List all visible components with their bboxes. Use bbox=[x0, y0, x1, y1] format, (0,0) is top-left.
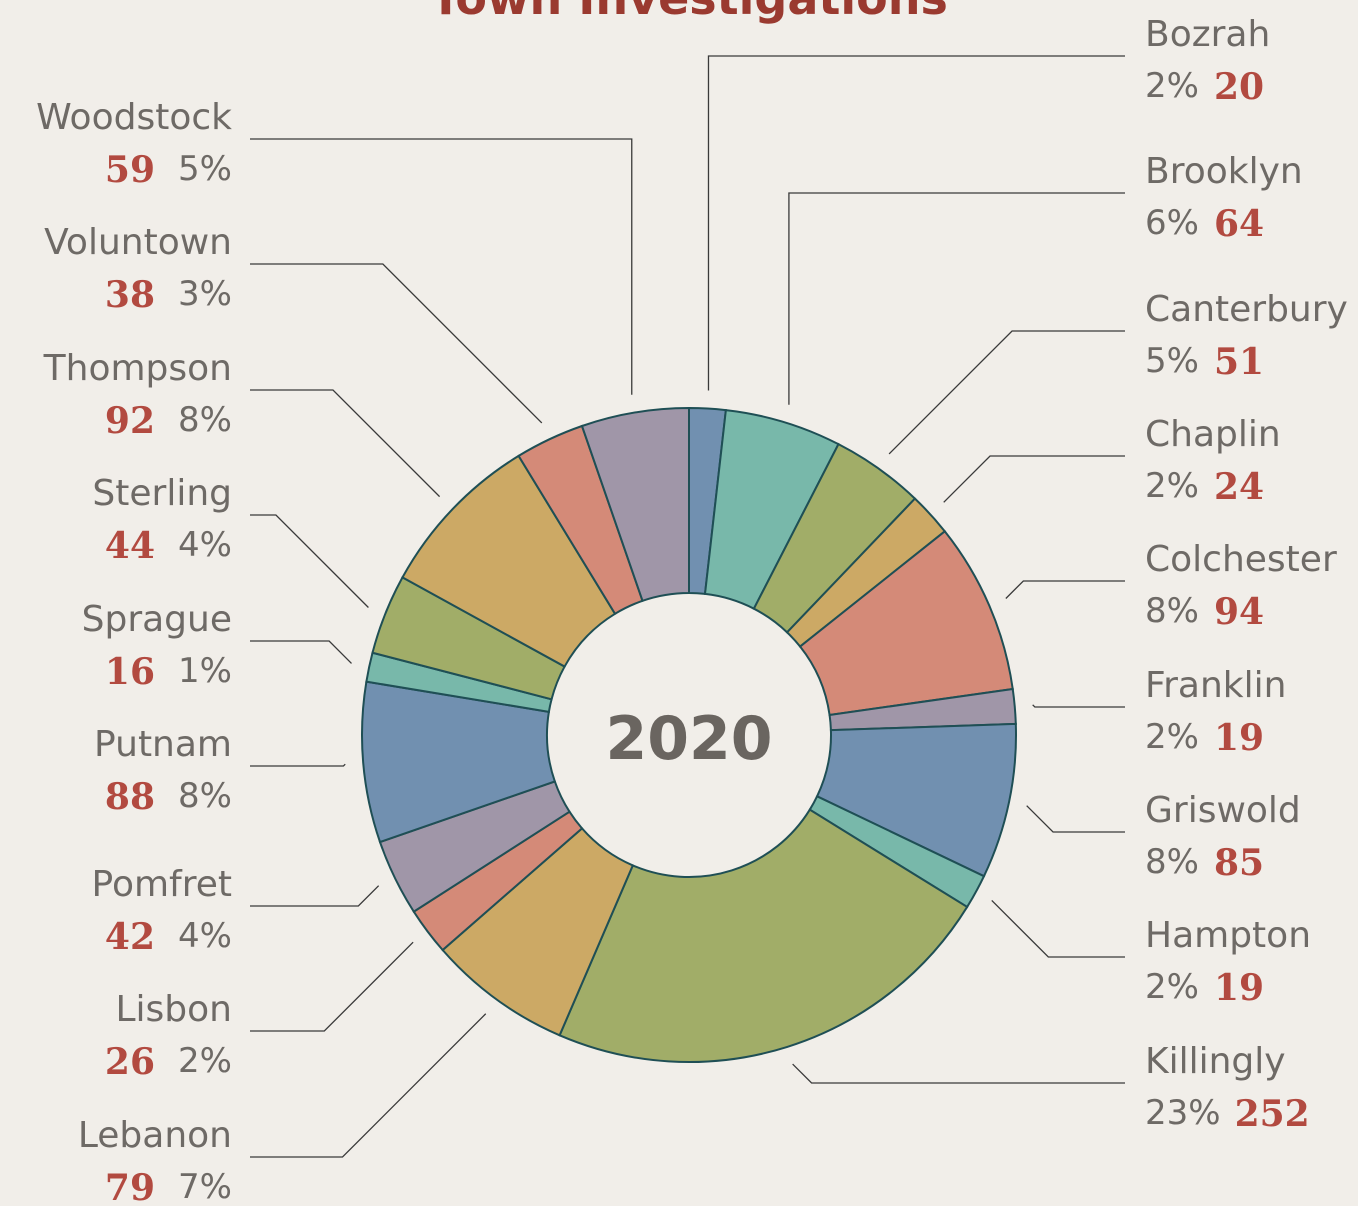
percent-label: 6% bbox=[1145, 203, 1199, 243]
percent-label: 5% bbox=[1145, 341, 1199, 381]
value-label: 85 bbox=[1214, 842, 1264, 884]
leader-line bbox=[250, 1013, 487, 1158]
leader-line bbox=[707, 55, 1125, 391]
percent-label: 8% bbox=[1145, 842, 1199, 882]
value-label: 44 bbox=[105, 525, 155, 567]
value-label: 16 bbox=[105, 651, 155, 693]
category-label: Pomfret bbox=[92, 864, 232, 905]
leader-line bbox=[1026, 805, 1125, 833]
leader-line bbox=[250, 941, 414, 1032]
value-label: 51 bbox=[1214, 341, 1264, 383]
category-label: Thompson bbox=[43, 348, 232, 389]
value-label: 94 bbox=[1214, 591, 1264, 633]
category-label: Voluntown bbox=[44, 222, 232, 263]
value-label: 88 bbox=[105, 776, 155, 818]
percent-label: 4% bbox=[178, 525, 232, 565]
category-label: Brooklyn bbox=[1145, 151, 1303, 192]
value-label: 26 bbox=[105, 1041, 155, 1083]
percent-label: 2% bbox=[1145, 967, 1199, 1007]
leader-line bbox=[250, 514, 369, 608]
percent-label: 3% bbox=[178, 274, 232, 314]
leader-line bbox=[250, 885, 380, 907]
value-label: 64 bbox=[1214, 203, 1264, 245]
category-label: Canterbury bbox=[1145, 289, 1348, 330]
percent-label: 2% bbox=[1145, 717, 1199, 757]
category-label: Lebanon bbox=[78, 1115, 232, 1156]
percent-label: 7% bbox=[178, 1167, 232, 1206]
percent-label: 8% bbox=[178, 400, 232, 440]
percent-label: 5% bbox=[178, 149, 232, 189]
center-label: 2020 bbox=[606, 704, 773, 774]
leader-line bbox=[991, 899, 1125, 958]
category-label: Sterling bbox=[92, 473, 232, 514]
category-label: Lisbon bbox=[115, 989, 232, 1030]
percent-label: 8% bbox=[178, 776, 232, 816]
category-label: Bozrah bbox=[1145, 14, 1270, 55]
value-label: 252 bbox=[1235, 1093, 1310, 1135]
leader-line bbox=[250, 138, 633, 395]
category-label: Killingly bbox=[1145, 1041, 1286, 1082]
category-label: Colchester bbox=[1145, 539, 1337, 580]
value-label: 24 bbox=[1214, 466, 1264, 508]
leader-line bbox=[788, 192, 1125, 405]
leader-line bbox=[1032, 704, 1125, 708]
value-label: 59 bbox=[105, 149, 155, 191]
category-label: Putnam bbox=[94, 724, 232, 765]
value-label: 92 bbox=[105, 400, 155, 442]
chart-title: Town Investigations bbox=[430, 0, 948, 25]
category-label: Woodstock bbox=[36, 97, 232, 138]
leader-line bbox=[1005, 580, 1125, 599]
value-label: 42 bbox=[105, 916, 155, 958]
percent-label: 2% bbox=[1145, 66, 1199, 106]
leader-line bbox=[250, 763, 346, 767]
percent-label: 8% bbox=[1145, 591, 1199, 631]
percent-label: 4% bbox=[178, 916, 232, 956]
category-label: Franklin bbox=[1145, 665, 1286, 706]
percent-label: 2% bbox=[178, 1041, 232, 1081]
leader-line bbox=[250, 389, 441, 498]
value-label: 20 bbox=[1214, 66, 1264, 108]
category-label: Chaplin bbox=[1145, 414, 1281, 455]
value-label: 79 bbox=[105, 1167, 155, 1206]
value-label: 38 bbox=[105, 274, 155, 316]
leader-line bbox=[943, 455, 1125, 503]
category-label: Hampton bbox=[1145, 915, 1311, 956]
leader-line bbox=[250, 640, 352, 664]
percent-label: 23% bbox=[1145, 1093, 1221, 1133]
leader-line bbox=[250, 263, 543, 424]
category-label: Sprague bbox=[82, 599, 232, 640]
leader-line bbox=[888, 330, 1125, 455]
value-label: 19 bbox=[1214, 967, 1264, 1009]
value-label: 19 bbox=[1214, 717, 1264, 759]
slice bbox=[558, 808, 969, 1063]
slice bbox=[580, 406, 690, 603]
percent-label: 1% bbox=[178, 651, 232, 691]
category-label: Griswold bbox=[1145, 790, 1301, 831]
leader-line bbox=[792, 1063, 1125, 1084]
percent-label: 2% bbox=[1145, 466, 1199, 506]
